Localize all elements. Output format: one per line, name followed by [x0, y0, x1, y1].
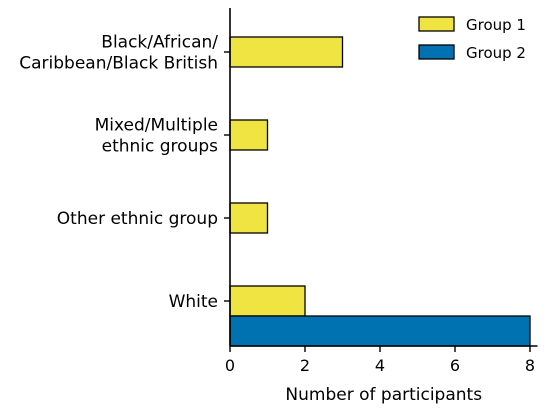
category-label-white: White [169, 292, 218, 312]
x-tick-label: 0 [225, 356, 235, 375]
bar-group-1-white [229, 285, 306, 317]
category-label-other-ethnic-group: Other ethnic group [57, 209, 218, 229]
bar-group-2-white [229, 315, 531, 347]
legend-label-group-1: Group 1 [466, 16, 526, 34]
category-labels: Black/African/Caribbean/Black British Mix… [19, 33, 230, 312]
x-axis-label: Number of participants [285, 385, 482, 405]
legend-label-group-2: Group 2 [466, 44, 526, 62]
x-ticks: 0 2 4 6 8 [225, 346, 535, 375]
bars-group [229, 36, 531, 347]
bar-group-1-other-ethnic-group [229, 202, 269, 234]
legend-swatch-group-1 [418, 16, 455, 32]
category-label-mixed-multiple-ethnic-groups: Mixed/Multiple ethnic groups [95, 116, 219, 157]
category-label-black-african-caribbean-black-british: Black/African/Caribbean/Black British [19, 33, 218, 74]
x-tick-label: 8 [525, 356, 535, 375]
bar-group-1-mixed-multiple-ethnic-groups [229, 119, 269, 151]
x-tick-label: 4 [375, 356, 385, 375]
bar-group-1-black-african-caribbean-black-british [229, 36, 344, 68]
legend: Group 1 Group 2 [418, 16, 526, 62]
x-tick-label: 2 [300, 356, 310, 375]
x-tick-label: 6 [450, 356, 460, 375]
legend-swatch-group-2 [418, 44, 455, 60]
